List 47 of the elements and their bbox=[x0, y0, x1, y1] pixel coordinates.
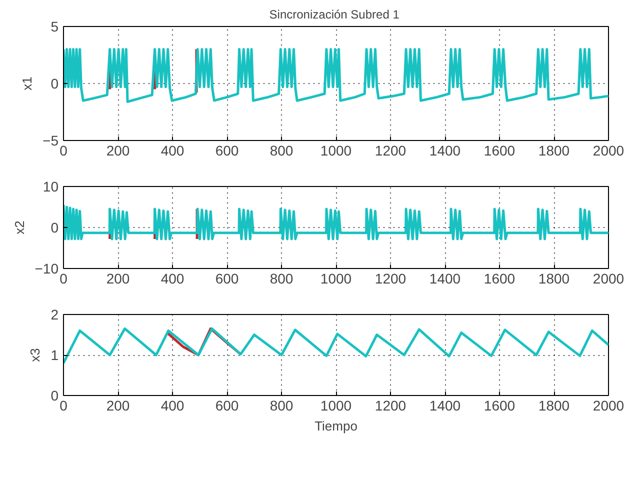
x-tick-label: 200 bbox=[106, 270, 130, 286]
x-tick-label: 600 bbox=[215, 398, 239, 414]
y-axis-title: x2 bbox=[12, 220, 27, 234]
y-tick-label: 0 bbox=[50, 220, 59, 236]
x-tick-label: 1000 bbox=[320, 398, 352, 414]
x-tick-label: 600 bbox=[215, 142, 239, 158]
x-tick-label: 800 bbox=[270, 142, 294, 158]
y-tick-label: 10 bbox=[42, 178, 59, 194]
x-tick-label: 1400 bbox=[429, 142, 461, 158]
x-tick-label: 1200 bbox=[374, 270, 406, 286]
chart-title: Sincronización Subred 1 bbox=[269, 8, 400, 22]
y-axis-title: x3 bbox=[28, 348, 43, 362]
y-tick-label: 5 bbox=[50, 18, 59, 34]
y-tick-label: 2 bbox=[50, 306, 59, 322]
y-tick-label: 0 bbox=[50, 388, 59, 404]
x-tick-label: 400 bbox=[160, 142, 184, 158]
x-tick-label: 1800 bbox=[538, 270, 570, 286]
x-tick-label: 1000 bbox=[320, 142, 352, 158]
x-tick-label: 1400 bbox=[429, 270, 461, 286]
x-tick-label: 800 bbox=[270, 398, 294, 414]
line-series bbox=[64, 327, 608, 364]
y-tick-label: −5 bbox=[42, 132, 59, 148]
y-tick-label: 0 bbox=[50, 76, 59, 92]
x-tick-label: 200 bbox=[106, 142, 130, 158]
x-tick-label: 2000 bbox=[592, 398, 624, 414]
x-tick-label: 400 bbox=[160, 270, 184, 286]
line-series bbox=[64, 204, 608, 240]
x-tick-label: 1600 bbox=[484, 398, 516, 414]
x-tick-label: 600 bbox=[215, 270, 239, 286]
x-axis-title: Tiempo bbox=[314, 418, 358, 434]
x-tick-label: 1600 bbox=[484, 142, 516, 158]
y-tick-label: 1 bbox=[50, 347, 59, 363]
x-tick-label: 2000 bbox=[592, 142, 624, 158]
line-series bbox=[64, 48, 608, 103]
x-tick-label: 1200 bbox=[374, 142, 406, 158]
x-tick-label: 1200 bbox=[374, 398, 406, 414]
x-tick-label: 1600 bbox=[484, 270, 516, 286]
x-tick-label: 800 bbox=[270, 270, 294, 286]
x-tick-label: 400 bbox=[160, 398, 184, 414]
x-tick-label: 200 bbox=[106, 398, 130, 414]
x-tick-label: 2000 bbox=[592, 270, 624, 286]
x-tick-label: 1000 bbox=[320, 270, 352, 286]
x-tick-label: 1400 bbox=[429, 398, 461, 414]
y-axis-title: x1 bbox=[20, 76, 35, 90]
x-tick-label: 1800 bbox=[538, 398, 570, 414]
x-tick-label: 1800 bbox=[538, 142, 570, 158]
y-tick-label: −10 bbox=[34, 260, 59, 276]
